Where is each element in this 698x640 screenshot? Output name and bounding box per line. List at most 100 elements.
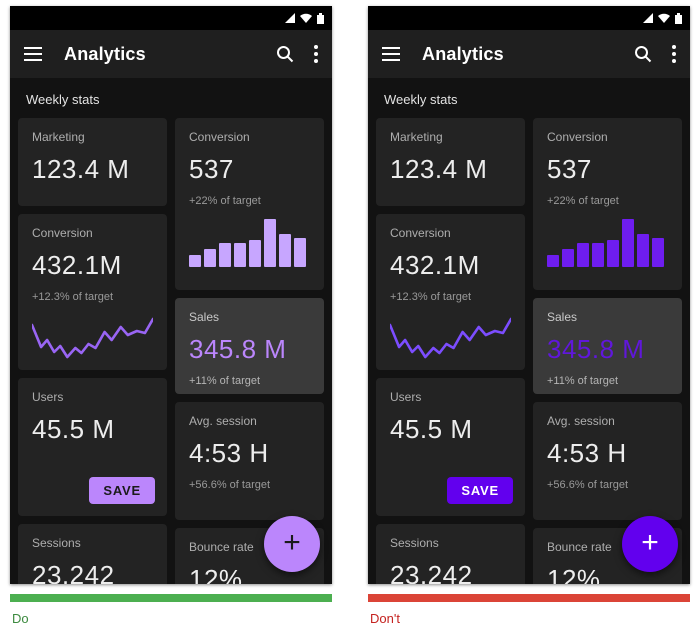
bar-chart: [189, 219, 310, 267]
card-value: 123.4 M: [32, 154, 130, 184]
status-bar: [10, 6, 332, 30]
app-bar: Analytics: [368, 30, 690, 78]
card-caption: +56.6% of target: [547, 479, 629, 491]
cards-column-right: Conversion 537 +22% of target Sales 345.…: [175, 118, 324, 584]
do-caption: Do: [12, 611, 29, 626]
card-label: Conversion: [547, 130, 608, 144]
card-label: Users: [390, 390, 422, 404]
bar: [264, 219, 276, 267]
card-value: 345.8 M: [189, 334, 287, 364]
card-caption: +12.3% of target: [32, 291, 114, 303]
overflow-icon[interactable]: [672, 45, 676, 63]
bar: [234, 243, 246, 267]
card-caption: +22% of target: [547, 195, 619, 207]
card-marketing: Marketing 123.4 M: [376, 118, 525, 206]
app-bar: Analytics: [10, 30, 332, 78]
cards-column-left: Marketing 123.4 M Conversion 432.1M +12.…: [376, 118, 525, 584]
bar: [637, 234, 649, 267]
card-label: Sessions: [390, 536, 439, 550]
bar: [189, 255, 201, 267]
card-value: 12%: [547, 564, 601, 584]
card-label: Sessions: [32, 536, 81, 550]
search-icon[interactable]: [634, 45, 652, 63]
do-indicator-bar: [10, 594, 332, 602]
card-conversion-bars: Conversion 537 +22% of target: [533, 118, 682, 290]
bar: [279, 234, 291, 267]
card-sales: Sales 345.8 M +11% of target: [175, 298, 324, 394]
card-avg-session: Avg. session 4:53 H +56.6% of target: [533, 402, 682, 520]
card-caption: +56.6% of target: [189, 479, 271, 491]
card-caption: +22% of target: [189, 195, 261, 207]
comparison-figures: Analytics Weekly stats Marketing 123.4 M…: [10, 6, 690, 626]
card-conversion-line: Conversion 432.1M +12.3% of target: [18, 214, 167, 370]
bar: [607, 240, 619, 267]
card-label: Users: [32, 390, 64, 404]
fab-button[interactable]: +: [622, 516, 678, 572]
card-value: 432.1M: [32, 250, 122, 280]
battery-icon: [317, 12, 324, 24]
cards-column-left: Marketing 123.4 M Conversion 432.1M +12.…: [18, 118, 167, 584]
plus-icon: +: [283, 526, 301, 559]
battery-icon: [675, 12, 682, 24]
save-button[interactable]: SAVE: [447, 477, 513, 504]
card-value: 537: [189, 154, 234, 184]
bar: [547, 255, 559, 267]
wifi-icon: [300, 13, 312, 23]
card-value: 432.1M: [390, 250, 480, 280]
app-title: Analytics: [64, 43, 146, 64]
card-value: 537: [547, 154, 592, 184]
bar: [294, 238, 306, 267]
bar: [652, 238, 664, 267]
card-value: 4:53 H: [547, 438, 627, 468]
card-label: Avg. session: [189, 414, 257, 428]
bar: [249, 240, 261, 267]
card-label: Marketing: [32, 130, 85, 144]
card-value: 23,242: [390, 560, 473, 584]
phone-screen: Analytics Weekly stats Marketing 123.4 M…: [368, 6, 690, 584]
card-label: Bounce rate: [189, 540, 254, 554]
bar: [562, 249, 574, 267]
plus-icon: +: [641, 526, 659, 559]
card-caption: +12.3% of target: [390, 291, 472, 303]
card-label: Bounce rate: [547, 540, 612, 554]
card-conversion-line: Conversion 432.1M +12.3% of target: [376, 214, 525, 370]
cards-column-right: Conversion 537 +22% of target Sales 345.…: [533, 118, 682, 584]
card-sessions: Sessions 23,242: [376, 524, 525, 584]
card-value: 23,242: [32, 560, 115, 584]
card-users: Users 45.5 M SAVE: [18, 378, 167, 516]
card-value: 45.5 M: [32, 414, 115, 444]
card-marketing: Marketing 123.4 M: [18, 118, 167, 206]
card-label: Sales: [189, 310, 220, 324]
bar: [204, 249, 216, 267]
section-title: Weekly stats: [26, 92, 100, 107]
app-title: Analytics: [422, 43, 504, 64]
card-label: Conversion: [189, 130, 250, 144]
wifi-icon: [658, 13, 670, 23]
card-conversion-bars: Conversion 537 +22% of target: [175, 118, 324, 290]
overflow-icon[interactable]: [314, 45, 318, 63]
bar: [219, 243, 231, 267]
bar-chart: [547, 219, 668, 267]
card-users: Users 45.5 M SAVE: [376, 378, 525, 516]
dont-caption: Don't: [370, 611, 400, 626]
menu-icon[interactable]: [24, 47, 42, 61]
save-button[interactable]: SAVE: [89, 477, 155, 504]
bar: [592, 243, 604, 267]
search-icon[interactable]: [276, 45, 294, 63]
card-caption: +11% of target: [189, 375, 261, 387]
status-bar: [368, 6, 690, 30]
line-chart: [390, 317, 511, 359]
line-chart: [32, 317, 153, 359]
signal-icon: [643, 13, 653, 23]
card-value: 12%: [189, 564, 243, 584]
card-sales: Sales 345.8 M +11% of target: [533, 298, 682, 394]
do-example: Analytics Weekly stats Marketing 123.4 M…: [10, 6, 332, 626]
card-value: 4:53 H: [189, 438, 269, 468]
menu-icon[interactable]: [382, 47, 400, 61]
fab-button[interactable]: +: [264, 516, 320, 572]
section-title: Weekly stats: [384, 92, 458, 107]
card-caption: +11% of target: [547, 375, 619, 387]
phone-screen: Analytics Weekly stats Marketing 123.4 M…: [10, 6, 332, 584]
card-label: Avg. session: [547, 414, 615, 428]
card-label: Marketing: [390, 130, 443, 144]
